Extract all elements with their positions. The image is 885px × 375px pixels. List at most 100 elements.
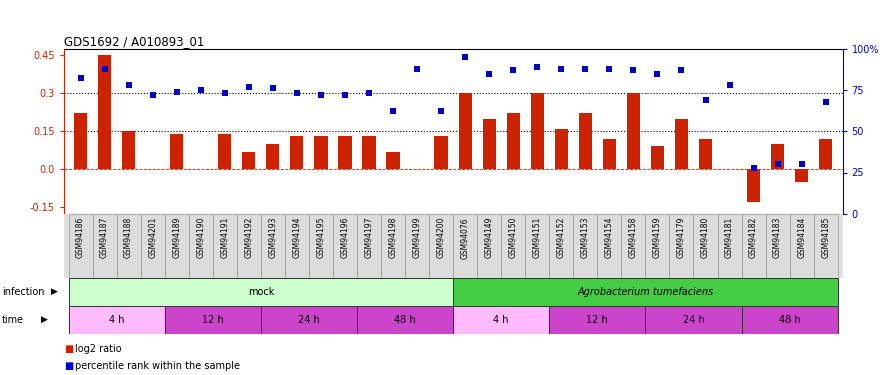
Text: GSM94182: GSM94182 (749, 217, 758, 258)
Text: 24 h: 24 h (298, 315, 319, 325)
Text: GSM94189: GSM94189 (173, 217, 181, 258)
Bar (795, 170, 808, 182)
Bar (742, 306, 838, 334)
Point (410, 66, 424, 72)
Bar (820, 139, 832, 170)
Bar (309, 214, 333, 278)
Text: GSM94190: GSM94190 (196, 217, 205, 258)
Point (97, 66, 112, 72)
Bar (813, 214, 838, 278)
Bar (603, 139, 616, 170)
Text: GSM94076: GSM94076 (460, 217, 470, 259)
Point (603, 66, 617, 72)
Bar (285, 214, 309, 278)
Point (771, 161, 785, 167)
Bar (362, 136, 375, 170)
Point (795, 161, 809, 167)
Bar (314, 136, 327, 170)
Bar (338, 136, 351, 170)
Bar (453, 306, 550, 334)
Bar (675, 118, 688, 170)
Bar (747, 170, 760, 202)
Bar (261, 214, 285, 278)
Bar (170, 134, 183, 170)
Bar (405, 214, 429, 278)
Point (722, 82, 736, 88)
Bar (531, 93, 544, 170)
Text: infection: infection (2, 286, 44, 297)
Point (530, 64, 544, 70)
Text: percentile rank within the sample: percentile rank within the sample (75, 361, 240, 370)
Text: GSM94184: GSM94184 (797, 217, 806, 258)
Bar (789, 214, 813, 278)
Bar (506, 114, 519, 170)
Text: GSM94188: GSM94188 (124, 217, 133, 258)
Bar (482, 118, 496, 170)
Bar (141, 214, 165, 278)
Bar (68, 214, 93, 278)
Bar (435, 136, 448, 170)
Bar (453, 278, 838, 306)
Text: GSM94185: GSM94185 (821, 217, 830, 258)
Bar (98, 55, 112, 170)
Bar (501, 214, 525, 278)
Bar (381, 214, 405, 278)
Bar (477, 214, 501, 278)
Bar (550, 214, 573, 278)
Bar (771, 144, 784, 170)
Bar (219, 134, 231, 170)
Text: GSM94154: GSM94154 (604, 217, 614, 258)
Text: GSM94159: GSM94159 (653, 217, 662, 258)
Text: 48 h: 48 h (394, 315, 416, 325)
Text: GSM94180: GSM94180 (701, 217, 710, 258)
Point (434, 108, 448, 114)
Point (578, 66, 592, 72)
Bar (573, 214, 597, 278)
Point (554, 66, 568, 72)
Point (73, 75, 88, 81)
Bar (699, 139, 712, 170)
Text: GSM94197: GSM94197 (365, 217, 373, 258)
Point (386, 108, 400, 114)
Bar (357, 214, 381, 278)
Bar (550, 306, 645, 334)
Text: GSM94199: GSM94199 (412, 217, 421, 258)
Text: GSM94200: GSM94200 (436, 217, 446, 258)
Point (698, 97, 712, 103)
Point (266, 86, 280, 92)
Text: GSM94187: GSM94187 (100, 217, 109, 258)
Bar (117, 214, 141, 278)
Bar (650, 147, 664, 170)
Text: GSM94192: GSM94192 (244, 217, 253, 258)
Text: GSM94153: GSM94153 (581, 217, 589, 258)
Bar (261, 306, 357, 334)
Bar (766, 214, 789, 278)
Text: GSM94151: GSM94151 (533, 217, 542, 258)
Text: GSM94186: GSM94186 (76, 217, 85, 258)
Text: GSM94195: GSM94195 (317, 217, 326, 258)
Text: GSM94194: GSM94194 (292, 217, 302, 258)
Text: 4 h: 4 h (109, 315, 125, 325)
Text: 4 h: 4 h (494, 315, 509, 325)
Point (170, 88, 184, 94)
Point (218, 90, 232, 96)
Bar (242, 152, 256, 170)
Bar (621, 214, 645, 278)
Bar (627, 93, 640, 170)
Point (289, 90, 304, 96)
Bar (718, 214, 742, 278)
Text: GSM94193: GSM94193 (268, 217, 277, 258)
Text: Agrobacterium tumefaciens: Agrobacterium tumefaciens (577, 286, 713, 297)
Text: GSM94158: GSM94158 (629, 217, 638, 258)
Text: GSM94181: GSM94181 (725, 217, 734, 258)
Bar (645, 306, 742, 334)
Bar (74, 114, 87, 170)
Point (242, 84, 256, 90)
Bar (357, 306, 453, 334)
Bar (122, 131, 135, 170)
Point (338, 92, 352, 98)
Point (121, 82, 135, 88)
Bar (237, 214, 261, 278)
Text: GSM94198: GSM94198 (389, 217, 397, 258)
Text: ▶: ▶ (41, 315, 48, 324)
